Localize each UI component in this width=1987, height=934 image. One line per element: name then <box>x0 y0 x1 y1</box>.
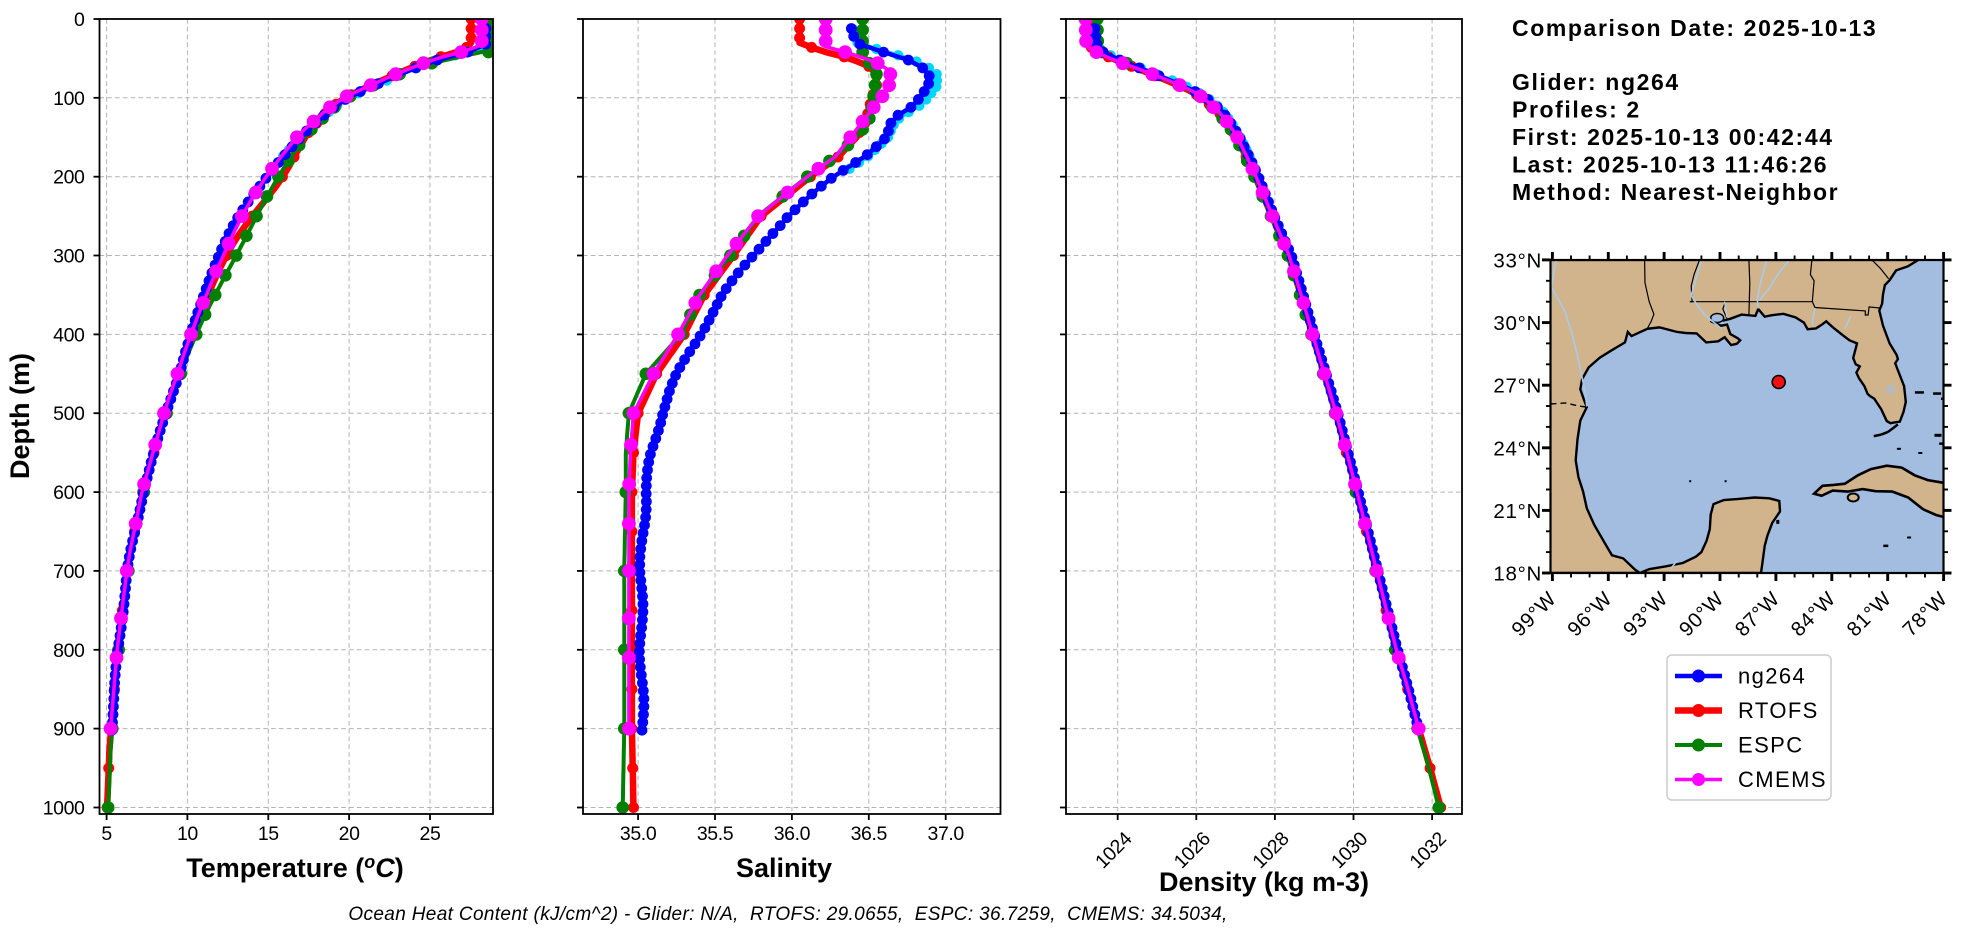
svg-text:200: 200 <box>53 167 85 189</box>
svg-text:27°N: 27°N <box>1493 375 1542 398</box>
svg-text:Salinity: Salinity <box>736 853 832 883</box>
svg-text:15: 15 <box>258 823 279 845</box>
svg-text:700: 700 <box>53 561 85 583</box>
svg-text:Glider: ng264: Glider: ng264 <box>1512 69 1680 95</box>
svg-text:900: 900 <box>53 719 85 741</box>
svg-text:Method: Nearest-Neighbor: Method: Nearest-Neighbor <box>1512 179 1839 205</box>
svg-text:CMEMS: CMEMS <box>1738 767 1827 792</box>
svg-text:37.0: 37.0 <box>928 823 965 845</box>
svg-text:20: 20 <box>339 823 360 845</box>
svg-text:800: 800 <box>53 640 85 662</box>
svg-text:35.0: 35.0 <box>620 823 657 845</box>
svg-text:Comparison Date: 2025-10-13: Comparison Date: 2025-10-13 <box>1512 15 1877 41</box>
svg-text:30°N: 30°N <box>1493 312 1542 335</box>
svg-text:Depth (m): Depth (m) <box>5 353 35 479</box>
svg-text:Density (kg m-3): Density (kg m-3) <box>1159 867 1369 897</box>
svg-text:35.5: 35.5 <box>697 823 734 845</box>
svg-text:25: 25 <box>420 823 441 845</box>
svg-text:ESPC: ESPC <box>1738 733 1804 758</box>
svg-text:5: 5 <box>101 823 112 845</box>
svg-text:24°N: 24°N <box>1493 437 1542 460</box>
svg-text:Ocean Heat Content (kJ/cm^2) -: Ocean Heat Content (kJ/cm^2) - Glider: N… <box>348 904 1227 925</box>
svg-text:500: 500 <box>53 403 85 425</box>
svg-text:First: 2025-10-13 00:42:44: First: 2025-10-13 00:42:44 <box>1512 124 1834 150</box>
svg-text:ng264: ng264 <box>1738 664 1806 689</box>
svg-text:21°N: 21°N <box>1493 500 1542 523</box>
svg-text:RTOFS: RTOFS <box>1738 698 1819 723</box>
svg-text:18°N: 18°N <box>1493 563 1542 586</box>
svg-text:100: 100 <box>53 88 85 110</box>
svg-text:Temperature (oC): Temperature (oC) <box>186 852 404 883</box>
svg-text:36.5: 36.5 <box>851 823 888 845</box>
svg-text:10: 10 <box>177 823 198 845</box>
svg-text:36.0: 36.0 <box>774 823 811 845</box>
svg-text:0: 0 <box>74 9 85 31</box>
svg-text:600: 600 <box>53 482 85 504</box>
svg-text:33°N: 33°N <box>1493 249 1542 272</box>
svg-text:400: 400 <box>53 324 85 346</box>
svg-text:Profiles: 2: Profiles: 2 <box>1512 97 1641 123</box>
svg-text:300: 300 <box>53 246 85 268</box>
svg-text:1000: 1000 <box>43 798 85 820</box>
svg-text:Last: 2025-10-13 11:46:26: Last: 2025-10-13 11:46:26 <box>1512 152 1828 178</box>
